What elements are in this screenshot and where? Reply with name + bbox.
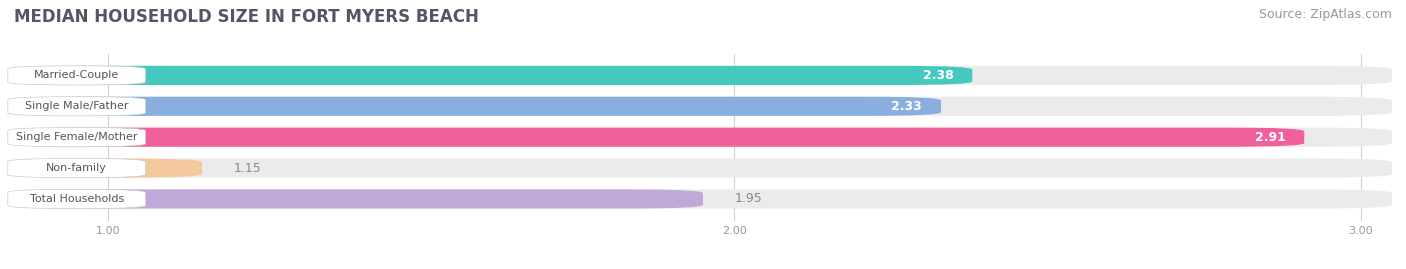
Text: Non-family: Non-family — [46, 163, 107, 173]
FancyBboxPatch shape — [8, 97, 146, 116]
Text: MEDIAN HOUSEHOLD SIZE IN FORT MYERS BEACH: MEDIAN HOUSEHOLD SIZE IN FORT MYERS BEAC… — [14, 8, 479, 26]
FancyBboxPatch shape — [14, 158, 202, 178]
FancyBboxPatch shape — [14, 66, 973, 85]
FancyBboxPatch shape — [14, 128, 1392, 147]
Text: 1.95: 1.95 — [734, 192, 762, 206]
FancyBboxPatch shape — [14, 189, 703, 208]
Text: Single Female/Mother: Single Female/Mother — [15, 132, 138, 142]
FancyBboxPatch shape — [8, 66, 146, 85]
FancyBboxPatch shape — [14, 66, 1392, 85]
Text: Source: ZipAtlas.com: Source: ZipAtlas.com — [1258, 8, 1392, 21]
Text: 2.91: 2.91 — [1254, 131, 1285, 144]
FancyBboxPatch shape — [8, 128, 146, 147]
FancyBboxPatch shape — [8, 158, 146, 178]
Text: Married-Couple: Married-Couple — [34, 70, 120, 80]
FancyBboxPatch shape — [8, 189, 146, 208]
FancyBboxPatch shape — [14, 97, 941, 116]
FancyBboxPatch shape — [14, 128, 1305, 147]
Text: 2.33: 2.33 — [891, 100, 922, 113]
FancyBboxPatch shape — [14, 158, 1392, 178]
FancyBboxPatch shape — [14, 189, 1392, 208]
FancyBboxPatch shape — [14, 97, 1392, 116]
Text: 1.15: 1.15 — [233, 162, 262, 175]
Text: 2.38: 2.38 — [922, 69, 953, 82]
Text: Single Male/Father: Single Male/Father — [25, 101, 128, 111]
Text: Total Households: Total Households — [30, 194, 124, 204]
